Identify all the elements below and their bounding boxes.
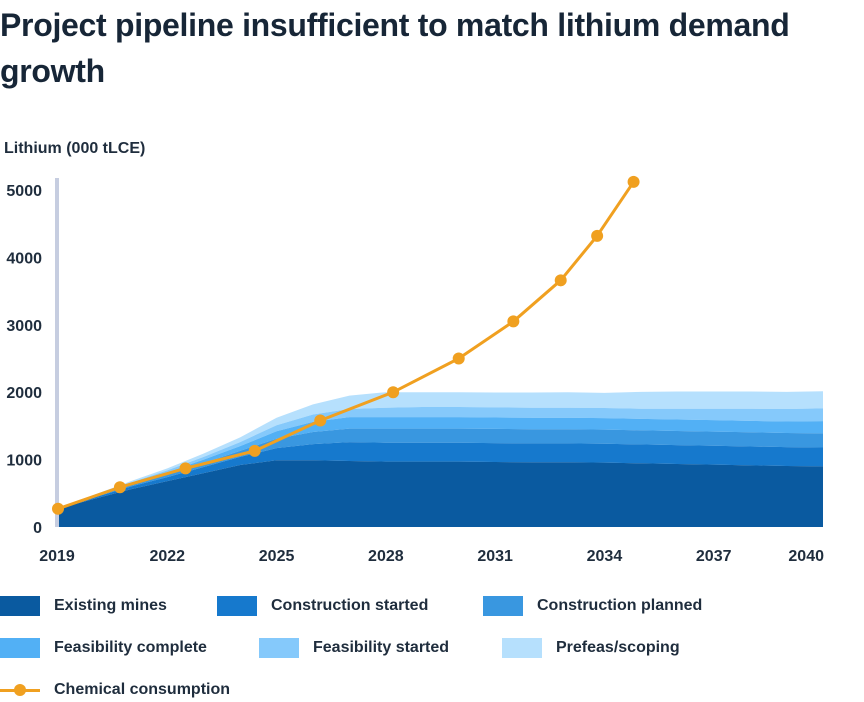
consumption-point bbox=[179, 462, 192, 475]
x-tick-label: 2022 bbox=[149, 548, 185, 565]
legend: Existing mines Construction started Cons… bbox=[0, 590, 864, 702]
x-tick-label: 2025 bbox=[259, 548, 295, 565]
y-tick-label: 3000 bbox=[6, 318, 42, 335]
legend-swatch bbox=[259, 638, 299, 658]
area-construction-started bbox=[58, 442, 823, 509]
x-tick-label: 2037 bbox=[696, 548, 732, 565]
legend-label: Construction planned bbox=[537, 597, 703, 614]
y-tick-label: 5000 bbox=[6, 183, 42, 200]
y-tick-labels: 0 1000 2000 3000 4000 5000 bbox=[6, 183, 42, 537]
consumption-point bbox=[554, 274, 567, 287]
consumption-point bbox=[627, 175, 640, 188]
y-tick-label: 1000 bbox=[6, 453, 42, 470]
consumption-point bbox=[507, 315, 520, 328]
consumption-line bbox=[52, 175, 640, 515]
legend-item-construction-planned: Construction planned bbox=[483, 596, 702, 616]
legend-label: Existing mines bbox=[54, 597, 167, 614]
x-tick-label: 2019 bbox=[39, 548, 75, 565]
area-prefeas-scoping bbox=[58, 391, 823, 509]
legend-swatch bbox=[0, 596, 40, 616]
legend-swatch bbox=[217, 596, 257, 616]
consumption-point bbox=[452, 352, 465, 365]
x-tick-label: 2031 bbox=[477, 548, 513, 565]
legend-item-feasibility-complete: Feasibility complete bbox=[0, 638, 207, 658]
consumption-point bbox=[248, 444, 261, 457]
legend-item-construction-started: Construction started bbox=[217, 596, 428, 616]
legend-item-existing-mines: Existing mines bbox=[0, 596, 167, 616]
x-tick-label: 2034 bbox=[587, 548, 623, 565]
x-tick-label: 2040 bbox=[788, 548, 824, 565]
area-existing-mines bbox=[58, 460, 823, 527]
y-tick-label: 0 bbox=[33, 520, 42, 537]
legend-label: Chemical consumption bbox=[54, 681, 231, 698]
x-tick-label: 2028 bbox=[368, 548, 404, 565]
y-tick-label: 4000 bbox=[6, 250, 42, 267]
consumption-point bbox=[52, 502, 64, 515]
legend-swatch bbox=[0, 638, 40, 658]
legend-label: Construction started bbox=[271, 597, 429, 614]
y-axis-line bbox=[55, 178, 59, 527]
x-tick-labels: 2019 2022 2025 2028 2031 2034 2037 2040 bbox=[39, 548, 824, 565]
area-feasibility-started bbox=[58, 407, 823, 509]
consumption-point bbox=[113, 481, 126, 494]
legend-item-chemical-consumption: Chemical consumption bbox=[0, 680, 230, 700]
legend-label: Prefeas/scoping bbox=[556, 639, 680, 656]
consumption-point bbox=[591, 229, 604, 242]
stacked-areas bbox=[58, 391, 823, 527]
legend-item-prefeas-scoping: Prefeas/scoping bbox=[502, 638, 680, 658]
legend-line-swatch bbox=[0, 680, 40, 700]
area-feasibility-complete bbox=[58, 417, 823, 509]
chart-title: Project pipeline insufficient to match l… bbox=[0, 7, 790, 89]
legend-swatch bbox=[502, 638, 542, 658]
legend-label: Feasibility started bbox=[313, 639, 450, 656]
y-axis-label: Lithium (000 tLCE) bbox=[4, 140, 146, 157]
legend-label: Feasibility complete bbox=[54, 639, 207, 656]
legend-swatch bbox=[483, 596, 523, 616]
consumption-point bbox=[387, 386, 400, 399]
consumption-point bbox=[314, 414, 327, 427]
legend-item-feasibility-started: Feasibility started bbox=[259, 638, 449, 658]
y-tick-label: 2000 bbox=[6, 385, 42, 402]
